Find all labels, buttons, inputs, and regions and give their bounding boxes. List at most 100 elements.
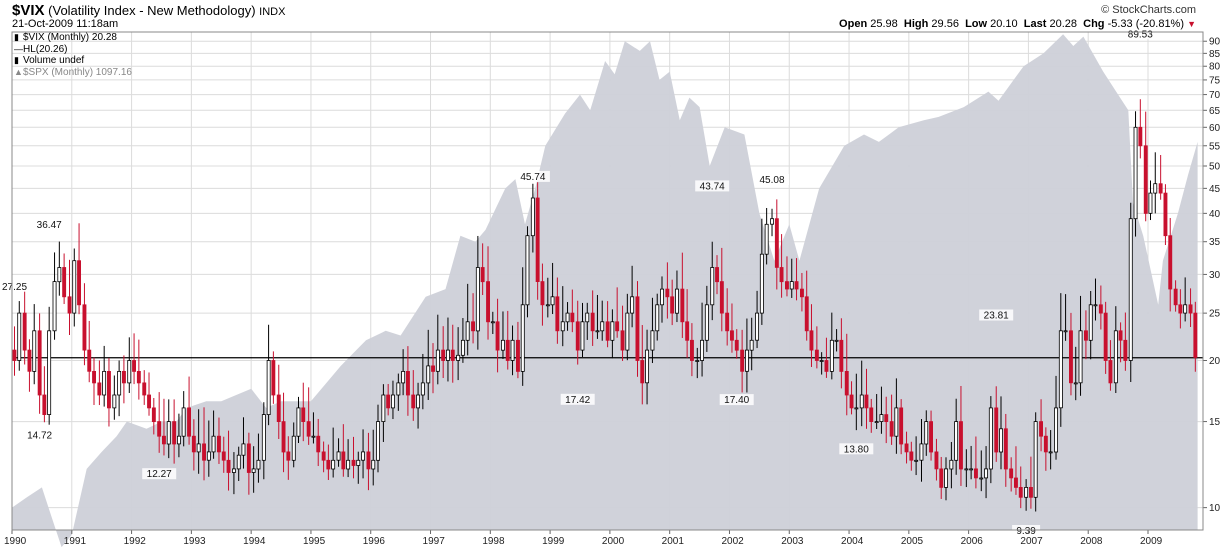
candle [1098,285,1103,330]
annotation-label: 45.08 [759,175,784,186]
candle [924,410,929,456]
y-tick-label: 60 [1209,123,1221,134]
candle [77,223,81,315]
candle [974,436,978,489]
candle-body [675,288,679,314]
candle-body [471,321,475,332]
candle-body [366,451,371,470]
candle-body [1178,304,1183,314]
candle-body [535,197,540,282]
candle-body [475,267,480,332]
candle-body [241,443,246,456]
candle [685,289,690,358]
candle [1033,412,1038,512]
candle [311,412,316,444]
candle-body [944,468,948,488]
candle [730,303,734,353]
candle [471,293,475,344]
candle [1118,322,1123,363]
candle-body [610,321,615,341]
candle [670,279,675,326]
candle [889,394,894,445]
candle-body [745,349,749,372]
candle [231,452,236,495]
candle [949,441,954,489]
candle [296,396,301,443]
candle-body [1123,339,1128,361]
candle [191,419,196,471]
candle-body [67,296,72,314]
candle [405,346,410,416]
candle-body [670,296,675,314]
candle [346,439,351,478]
candle-body [700,339,704,361]
candle-body [1014,477,1018,488]
x-tick-label: 1998 [482,536,505,547]
candle-body [450,349,455,361]
candle-body [854,407,859,410]
candle-body [187,407,191,437]
candle-body [321,451,326,461]
candle-body [640,360,645,384]
annotation-bg [0,280,32,292]
candle-body [715,267,719,283]
candle [645,329,649,405]
candle [490,311,495,334]
candle-body [276,394,281,423]
candle-body [291,435,296,461]
candle-body [550,296,555,306]
symbol: $VIX [12,2,45,19]
price-annotation: 89.53 [1123,28,1158,40]
candle-body [231,468,236,473]
candle [435,314,440,385]
spx-area [12,34,1198,547]
candle [161,398,166,456]
candle [37,313,42,414]
brand-label[interactable]: © StockCharts.com [1101,4,1196,16]
candle [759,218,764,325]
candle [749,317,754,371]
candle [814,326,819,369]
candle-body [445,349,450,361]
candle [979,450,984,492]
candle [600,300,605,341]
x-tick-label: 2004 [841,536,864,547]
candle-body [112,394,117,409]
candle-body [1069,330,1073,384]
annotation-label: 14.72 [27,431,52,442]
y-tick-label: 40 [1209,209,1221,220]
candle-body [226,459,231,473]
candle-body [196,443,201,453]
candle [874,394,879,429]
candle [1143,111,1148,222]
candle [625,293,630,361]
candle-body [650,330,655,351]
price-annotation: 14.72 [22,429,57,442]
annotation-bg [22,429,57,441]
candle [869,398,874,433]
candle [934,438,939,481]
annotation-bg [839,443,874,455]
candle [460,318,465,363]
x-tick-label: 2003 [781,536,804,547]
x-tick-label: 1996 [363,536,386,547]
candle-body [107,370,111,409]
candle [445,317,450,382]
candle [246,432,251,495]
annotation-label: 13.80 [844,444,869,455]
candle [426,329,431,400]
candle-body [261,414,266,461]
candle-body [665,288,670,298]
candle-body [331,459,336,470]
high-value: 29.56 [931,18,959,30]
candle-body [396,382,401,396]
candle-body [894,407,899,437]
y-tick-label: 75 [1209,75,1221,86]
candle [132,333,136,385]
candle [291,422,296,468]
candle [1158,155,1163,200]
chart-title: $VIX (Volatility Index - New Methodology… [12,2,285,19]
candle-body [984,468,988,479]
candle-body [311,435,316,438]
candle [456,327,461,381]
